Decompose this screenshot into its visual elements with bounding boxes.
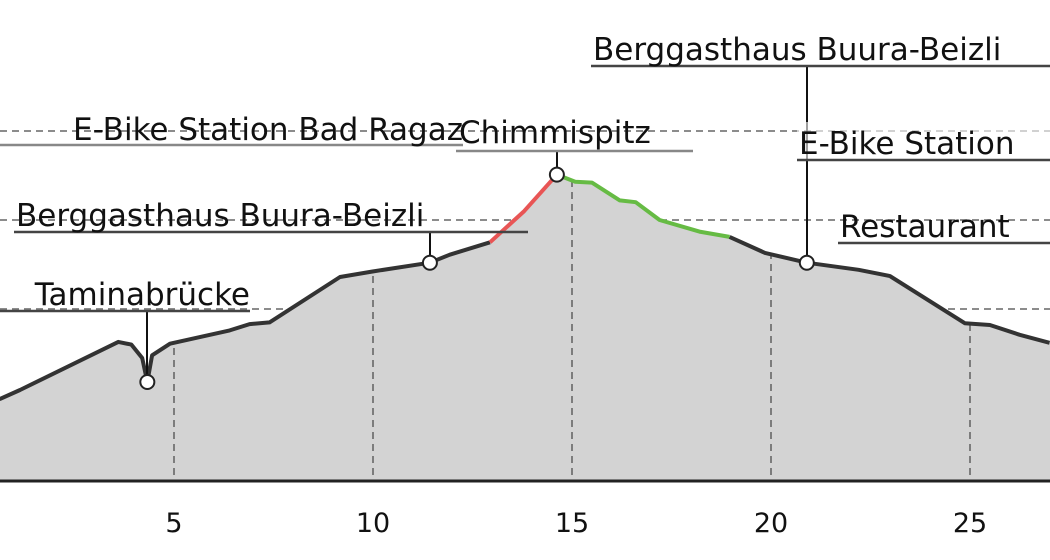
waypoint-marker xyxy=(548,166,565,183)
waypoint-label: E-Bike Station xyxy=(799,126,1015,162)
waypoint-label: Berggasthaus Buura-Beizli xyxy=(593,32,1001,68)
annotation-chimmispitz: Chimmispitz xyxy=(456,115,693,168)
profile-segment-default xyxy=(728,235,1050,345)
x-tick-label: 15 xyxy=(555,508,589,539)
annotation-taminabruecke: Taminabrücke xyxy=(0,277,250,375)
elevation-area-fill xyxy=(0,174,1050,481)
x-tick-label: 25 xyxy=(953,508,987,539)
profile-lines xyxy=(0,172,1050,401)
waypoint-markers xyxy=(139,166,815,390)
x-axis-ticks: 5 10 15 20 25 xyxy=(165,508,987,539)
annotation-ebike-bad-ragaz: E-Bike Station Bad Ragaz xyxy=(0,112,463,148)
waypoint-marker xyxy=(139,373,156,390)
profile-segment-green xyxy=(556,172,730,239)
waypoint-label: Chimmispitz xyxy=(459,115,651,151)
waypoint-marker xyxy=(798,254,815,271)
waypoint-label: E-Bike Station Bad Ragaz xyxy=(73,112,463,148)
profile-segment-default xyxy=(0,240,491,401)
annotation-restaurant: Restaurant xyxy=(838,209,1050,245)
x-tick-label: 10 xyxy=(356,508,390,539)
waypoint-label: Taminabrücke xyxy=(34,277,250,313)
waypoint-label: Berggasthaus Buura-Beizli xyxy=(16,198,424,234)
x-tick-label: 20 xyxy=(754,508,788,539)
annotation-berggasthaus-1: Berggasthaus Buura-Beizli xyxy=(14,198,528,256)
waypoint-marker xyxy=(421,254,438,271)
annotation-ebike-station: E-Bike Station xyxy=(797,122,1050,162)
waypoint-label: Restaurant xyxy=(840,209,1010,245)
x-tick-label: 5 xyxy=(165,508,182,539)
annotation-berggasthaus-2: Berggasthaus Buura-Beizli xyxy=(591,32,1050,256)
